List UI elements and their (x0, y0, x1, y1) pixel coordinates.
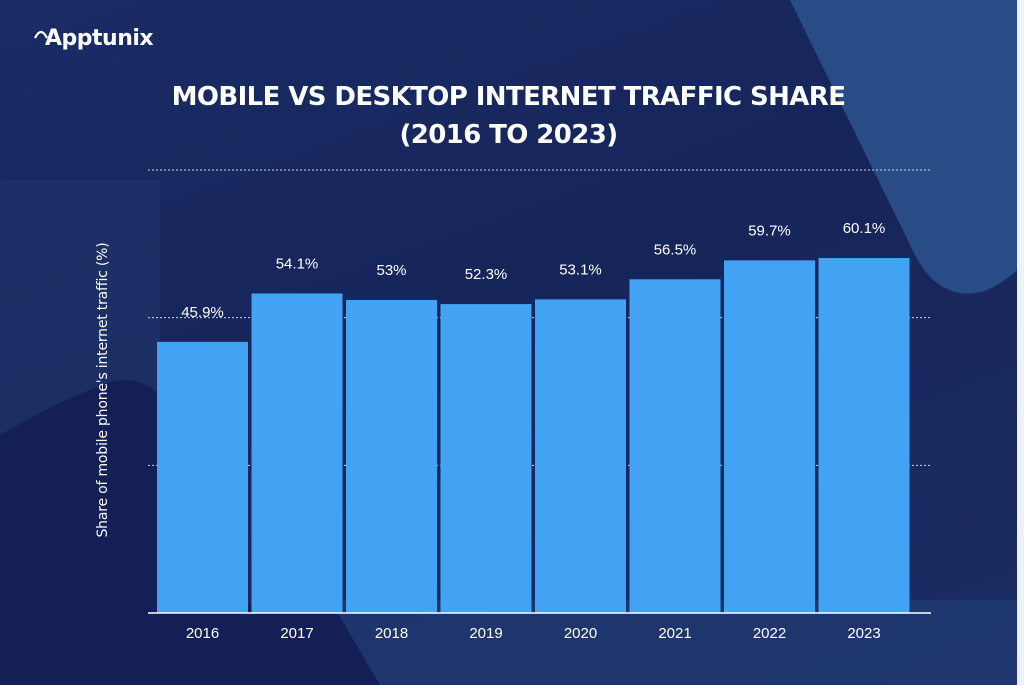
x-tick-2021: 2021 (658, 625, 691, 642)
x-tick-2022: 2022 (753, 625, 786, 642)
chart-title: MOBILE VS DESKTOP INTERNET TRAFFIC SHARE (171, 82, 846, 112)
data-label-2019: 52.3% (465, 266, 508, 283)
bar-2023 (818, 258, 910, 613)
data-label-2020: 53.1% (559, 261, 602, 278)
bar-2018 (346, 299, 437, 613)
page-edge (1017, 0, 1024, 685)
x-tick-2020: 2020 (564, 625, 597, 642)
data-label-2016: 45.9% (181, 304, 224, 321)
x-tick-2016: 2016 (186, 625, 219, 642)
bg-shape-left-upper (0, 180, 160, 435)
data-labels: 45.9% 54.1% 53% 52.3% 53.1% 56.5% 59.7% 60.1% (181, 220, 885, 321)
brand-logo: Apptunix (33, 26, 154, 51)
data-label-2022: 59.7% (748, 222, 791, 239)
arc-a-logo-icon (33, 28, 48, 50)
x-tick-labels: 2016 2017 2018 2019 2020 2021 2022 2023 (186, 625, 881, 642)
bar-2020 (535, 299, 626, 613)
bg-shape-right (790, 0, 1017, 294)
bar-2021 (629, 279, 721, 613)
x-tick-2023: 2023 (847, 625, 880, 642)
data-label-2018: 53% (376, 262, 406, 279)
data-label-2017: 54.1% (276, 255, 319, 272)
brand-name: Apptunix (45, 26, 154, 51)
bar-2016 (157, 341, 248, 613)
x-tick-2017: 2017 (280, 625, 313, 642)
data-label-2021: 56.5% (654, 241, 697, 258)
bars (157, 258, 910, 613)
data-label-2023: 60.1% (843, 220, 886, 237)
chart-subtitle: (2016 TO 2023) (399, 120, 618, 150)
x-tick-2019: 2019 (469, 625, 502, 642)
bar-2022 (724, 260, 815, 613)
chart-title-block: MOBILE VS DESKTOP INTERNET TRAFFIC SHARE… (0, 78, 1017, 154)
bar-2019 (440, 304, 532, 613)
x-tick-2018: 2018 (375, 625, 408, 642)
bar-2017 (251, 293, 343, 613)
bg-shape-bottom-right (300, 600, 1017, 685)
